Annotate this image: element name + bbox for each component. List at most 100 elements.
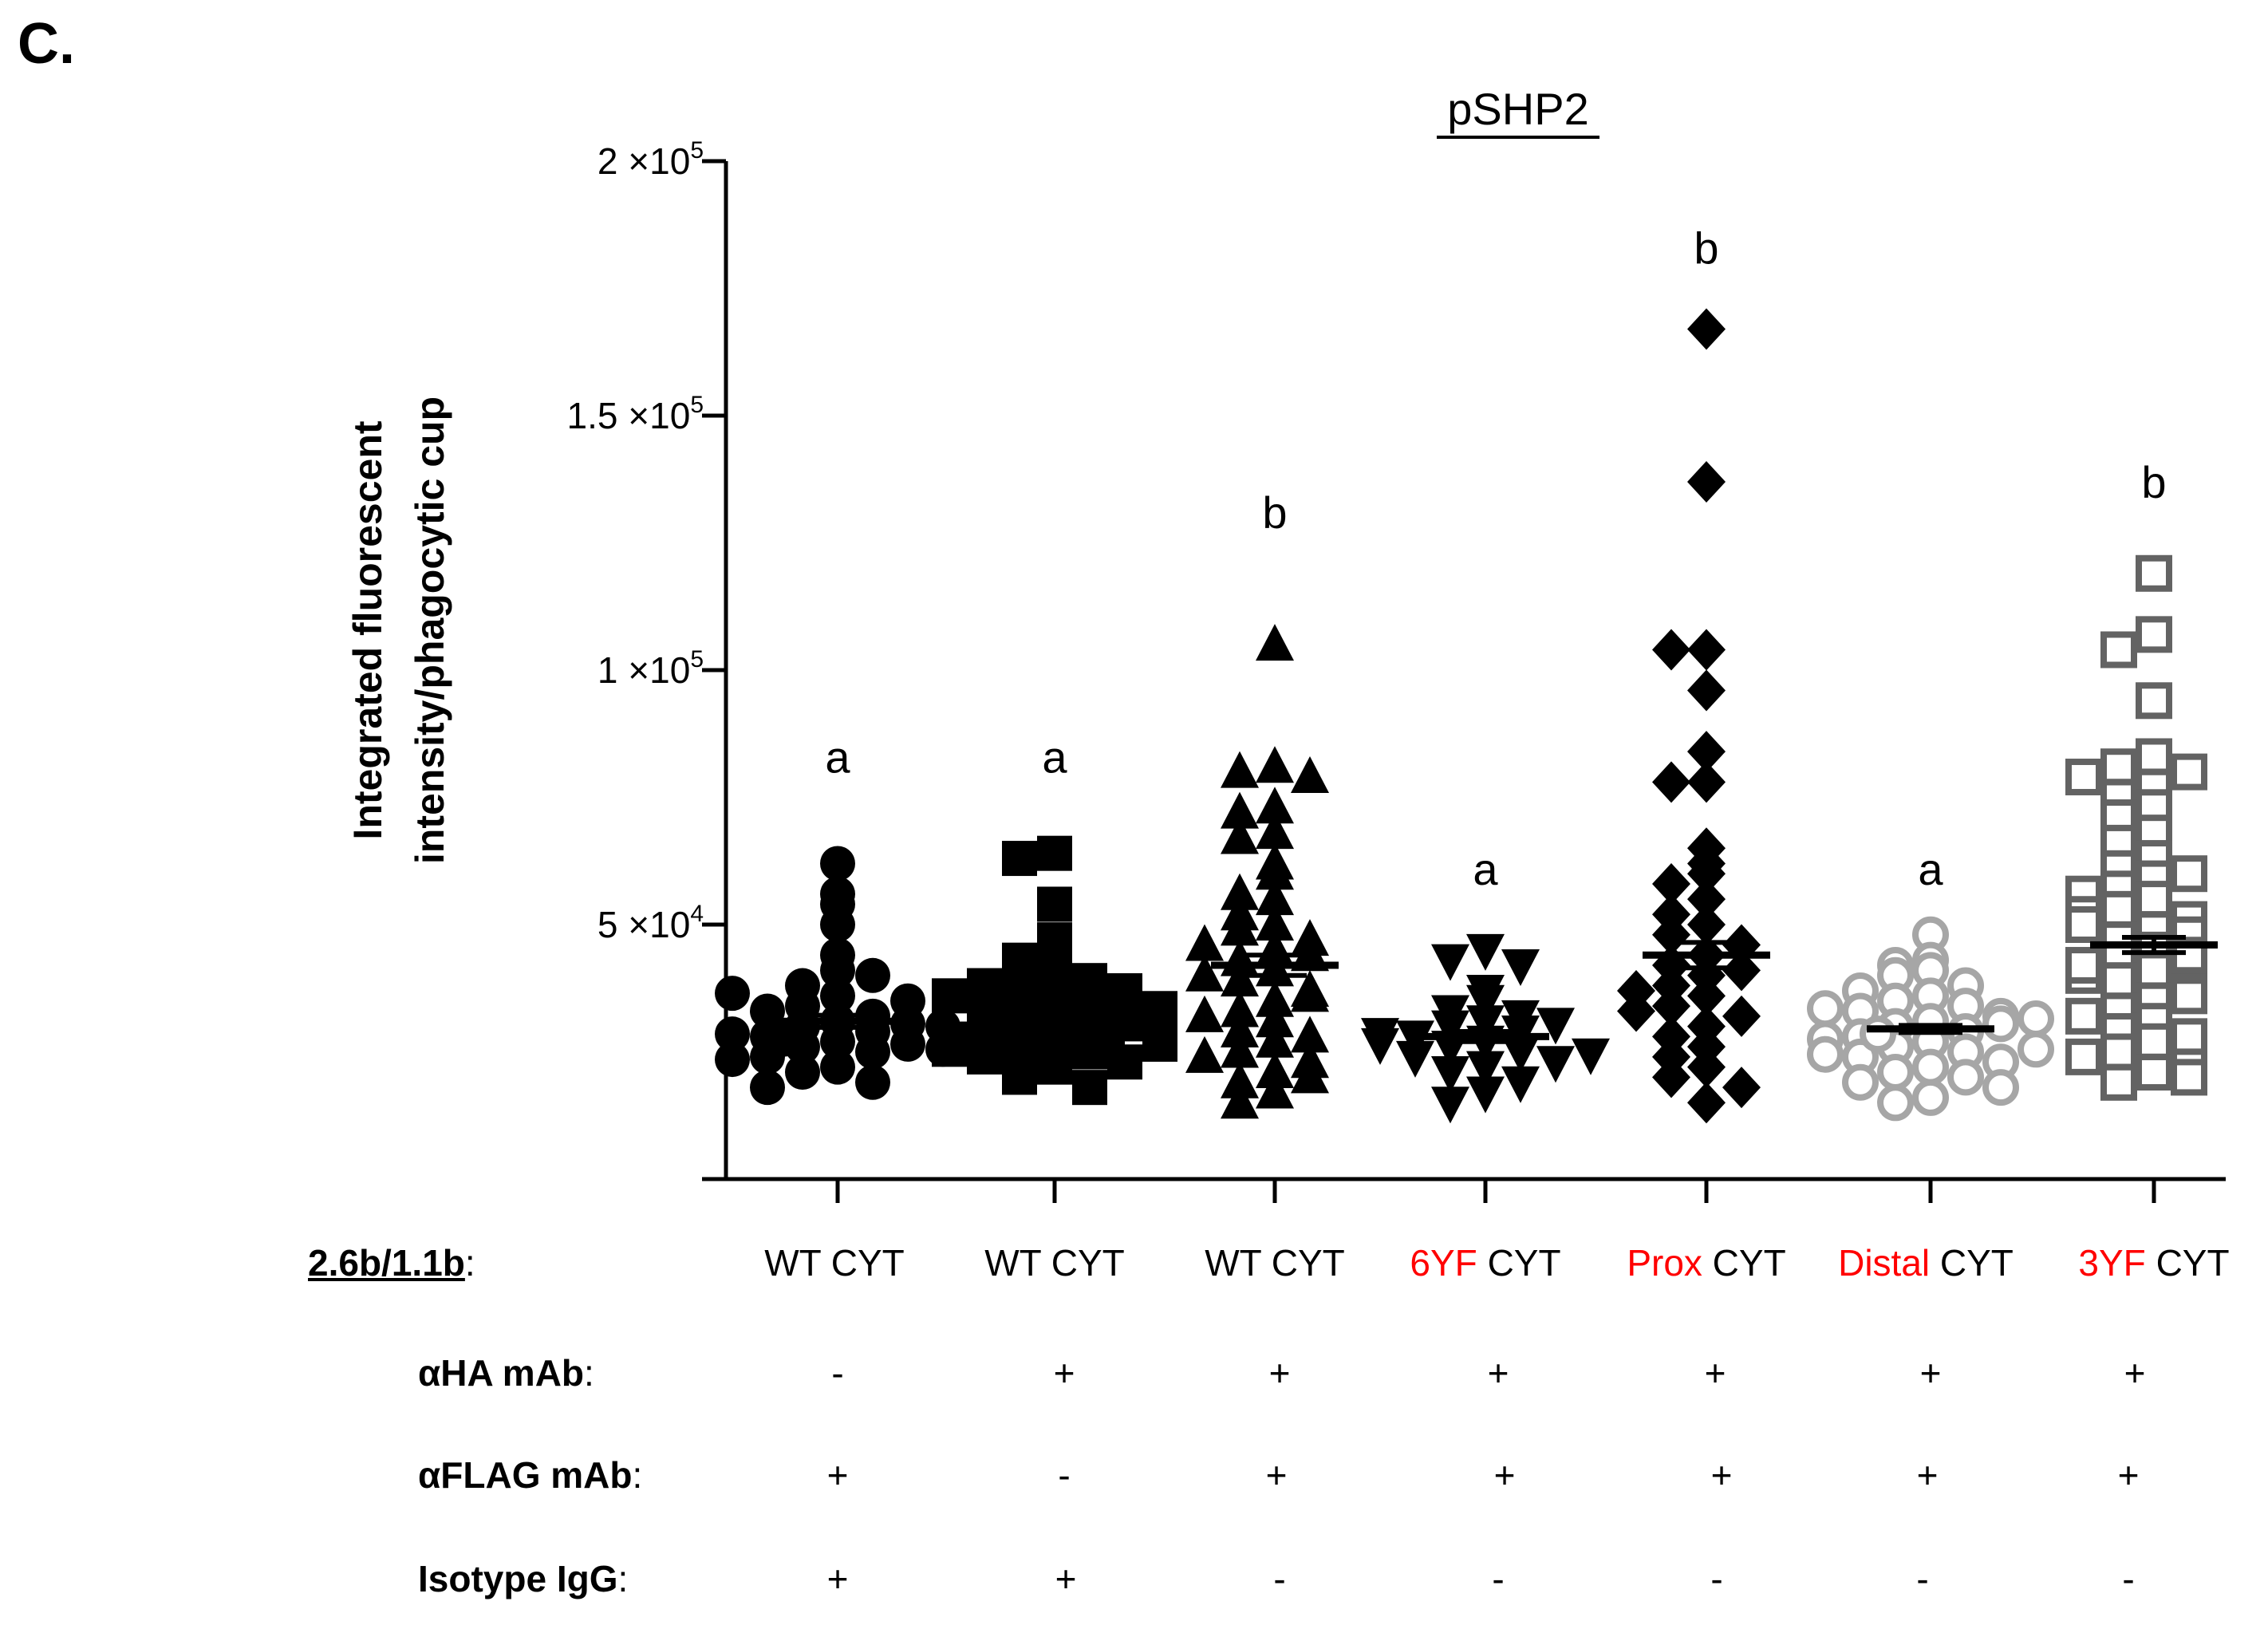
significance-letter-4: a [1473,844,1498,894]
data-point-g7-26 [2136,952,2172,989]
construct-label-6: Distal CYT [1838,1242,2014,1284]
data-point-g4-7 [1466,1005,1505,1043]
data-point-g3-7 [1256,812,1294,850]
row-label-igg-text: Isotype IgG [418,1558,618,1599]
data-point-g1-23 [750,1070,785,1106]
igg-sign-4: - [1492,1558,1505,1599]
data-point-g1-1 [820,846,855,882]
data-point-g7-34 [2100,1033,2137,1071]
data-point-g3-29 [1256,1051,1294,1089]
data-point-g5-33 [1722,949,1761,992]
data-point-g3-12 [1256,878,1294,916]
construct-label-7: 3YF CYT [2078,1242,2230,1284]
data-point-g4-1 [1466,933,1505,971]
data-point-g7-3 [2100,631,2137,669]
data-point-g5-6 [1687,731,1726,773]
data-point-g4-17 [1431,1056,1469,1094]
flag-sign-6: + [1916,1454,1939,1496]
data-point-g4-5 [1466,984,1505,1022]
data-point-g1-18 [855,1034,890,1070]
data-point-g7-38 [2171,855,2207,893]
data-point-g2-26 [1037,1049,1072,1085]
data-point-g1-29 [715,1042,750,1078]
data-point-g7-48 [2171,1059,2207,1096]
data-point-g5-8 [1652,761,1690,803]
ha-sign-4: + [1487,1352,1509,1394]
data-point-g7-46 [2171,1018,2207,1055]
construct-label-1: WT CYT [764,1242,905,1284]
data-point-g4-13 [1501,1035,1540,1073]
data-point-g7-5 [2136,738,2172,775]
data-point-g5-30 [1652,1056,1690,1098]
data-point-g4-10 [1396,1020,1434,1058]
data-point-g7-37 [2100,1063,2137,1101]
data-point-g3-5 [1256,787,1294,824]
data-point-g3-25 [1221,1010,1259,1047]
data-point-g6-25 [1842,1063,1879,1101]
y-tick-label-2: 1 ×105 [598,646,704,691]
ha-sign-6: + [1919,1352,1942,1394]
construct-label-3: WT CYT [1205,1242,1345,1284]
data-point-g6-28 [1877,1084,1914,1122]
significance-letter-5: b [1694,223,1718,273]
flag-sign-2: - [1058,1454,1071,1496]
data-point-g5-11 [1687,853,1726,895]
data-point-g3-10 [1256,853,1294,890]
data-point-g1-30 [715,976,750,1012]
row-label-igg: Isotype IgG: [418,1557,628,1600]
data-point-g3-32 [1221,1082,1259,1119]
data-point-g1-8 [855,957,890,993]
data-point-g5-1 [1687,308,1726,350]
data-point-g7-27 [2100,962,2137,1000]
significance-letter-3: b [1262,487,1287,538]
flag-sign-5: + [1710,1454,1733,1496]
data-point-g7-20 [2100,890,2137,928]
data-point-g3-20 [1221,960,1259,997]
igg-sign-7: - [2122,1558,2135,1599]
data-point-g6-23 [1877,1054,1914,1091]
data-point-g7-19 [2136,881,2172,918]
data-point-g4-8 [1431,1010,1469,1047]
y-tick-label-4: 2 ×105 [598,137,704,182]
data-point-g2-3 [1037,886,1072,922]
data-point-g3-1 [1256,624,1294,661]
row-label-ha: αHA mAb: [418,1351,594,1394]
ha-sign-1: - [831,1352,844,1394]
data-point-g5-23 [1652,985,1690,1027]
data-point-g5-7 [1687,761,1726,803]
y-tick-label-1: 5 ×104 [598,901,704,945]
data-point-g6-27 [1912,1079,1949,1116]
data-point-g7-6 [2100,748,2137,786]
data-point-g7-47 [2065,1038,2102,1075]
data-point-g6-32 [1807,1035,1844,1073]
data-point-g3-24 [1256,1000,1294,1038]
data-point-g1-20 [820,1049,855,1085]
data-point-g1-27 [715,1016,750,1052]
data-point-g3-31 [1256,1071,1294,1109]
data-point-g4-25 [1572,1038,1610,1075]
data-point-g3-39 [1291,1056,1329,1094]
y-axis-label-line-1: Integrated fluorescent [345,420,390,840]
row-label-flag: αFLAG mAb: [418,1453,642,1497]
data-point-g3-40 [1185,924,1224,961]
data-point-g1-4 [820,907,855,942]
row-label-flag-colon: : [632,1454,643,1496]
data-point-g5-35 [1617,990,1655,1032]
row-label-construct-colon: : [464,1242,475,1284]
construct-label-2: WT CYT [984,1242,1125,1284]
data-point-g4-18 [1501,1066,1540,1103]
data-point-g3-26 [1256,1020,1294,1058]
data-point-g6-26 [1982,1069,2019,1106]
data-point-g5-12 [1652,862,1690,905]
data-point-g7-50 [2065,947,2102,984]
data-point-g3-34 [1185,954,1224,992]
data-point-g3-2 [1256,746,1294,783]
data-point-g6-35 [2018,1031,2054,1068]
data-point-g2-40 [984,1036,1020,1072]
data-point-g6-30 [1982,1005,2019,1043]
data-point-g2-29 [932,978,967,1014]
ha-sign-5: + [1704,1352,1726,1394]
data-point-g2-36 [1142,1026,1177,1062]
data-point-g7-33 [2136,1023,2172,1060]
